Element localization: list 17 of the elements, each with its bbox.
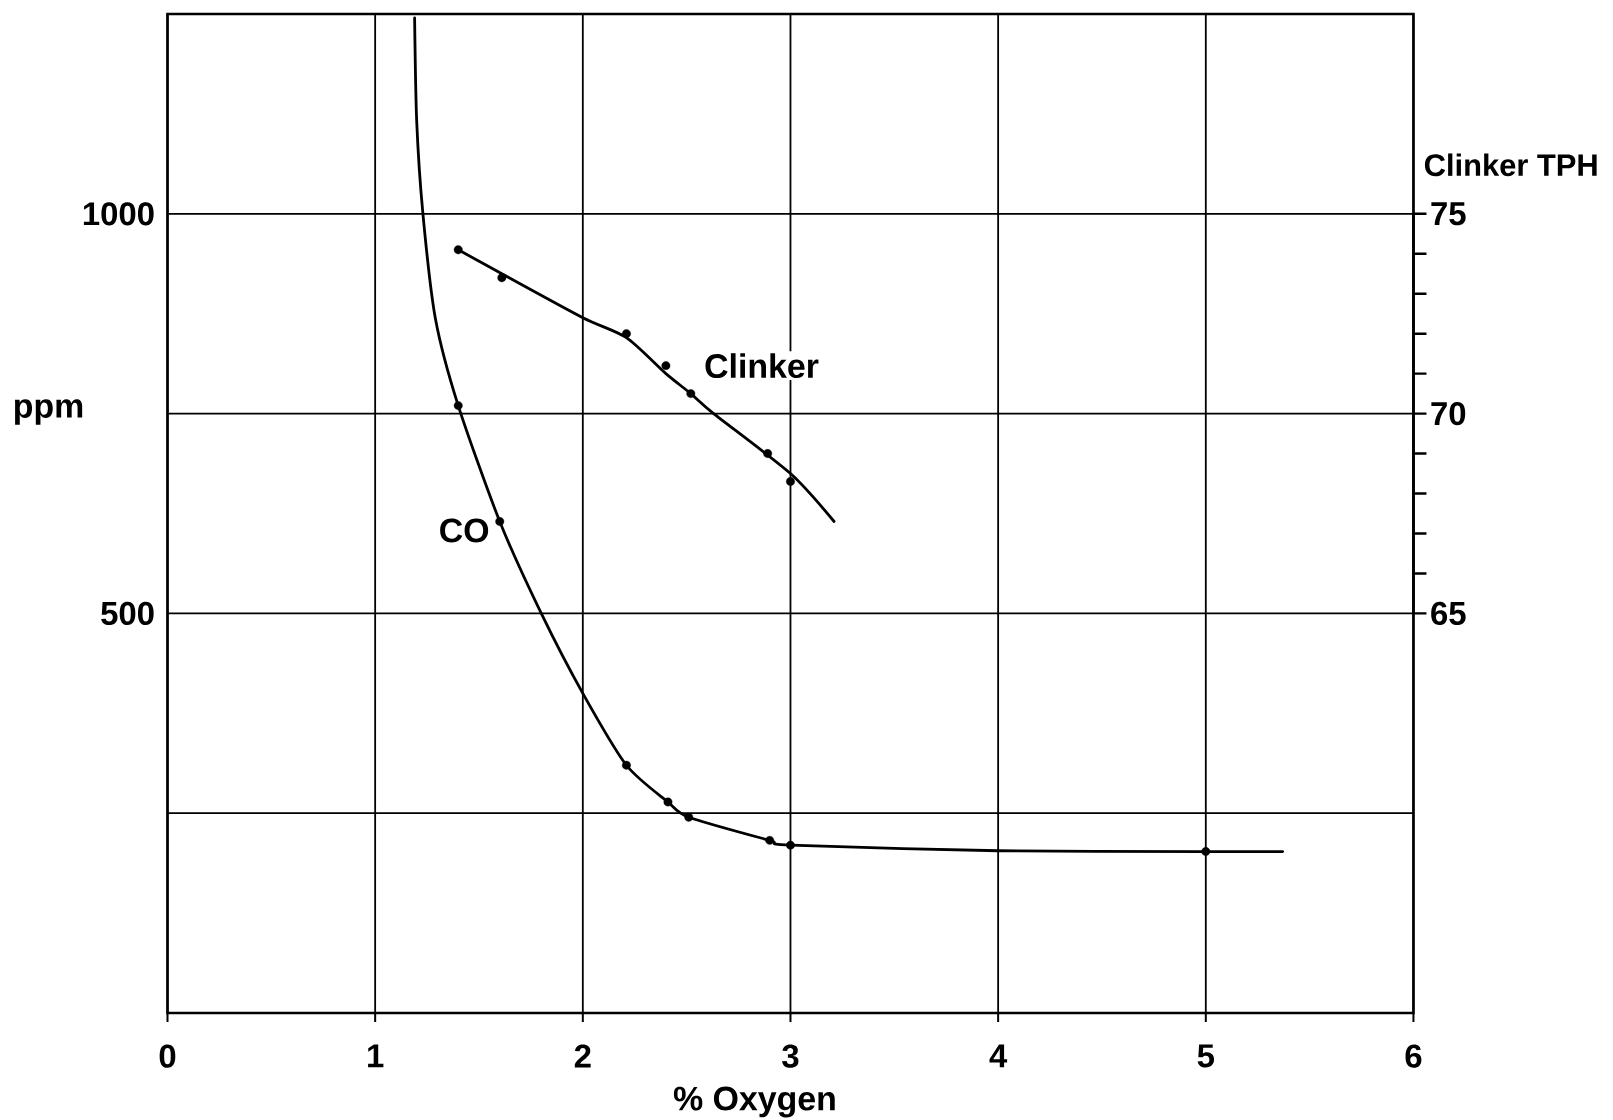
x-tick-label: 6 [1405,1044,1422,1068]
x-axis-title: % Oxygen [673,1086,835,1118]
y2-tick-label: 65 [1431,601,1466,626]
x-tick-label: 1 [368,1044,384,1068]
y-tick-label: 1000 [83,202,154,226]
series-label: CO [440,518,489,543]
y2-tick-label: 75 [1431,202,1466,226]
x-tick-label: 3 [782,1044,799,1068]
x-tick-label: 0 [159,1044,176,1068]
x-tick-label: 5 [1197,1044,1215,1068]
y2-tick-label: 70 [1431,401,1466,426]
x-tick-label: 4 [989,1044,1008,1068]
y-tick-label: 500 [101,601,154,626]
y-axis-title: ppm [14,399,83,425]
series-label: Clinker [705,353,819,379]
x-tick-label: 2 [574,1044,591,1068]
y2-axis-title: Clinker TPH [1424,153,1597,177]
